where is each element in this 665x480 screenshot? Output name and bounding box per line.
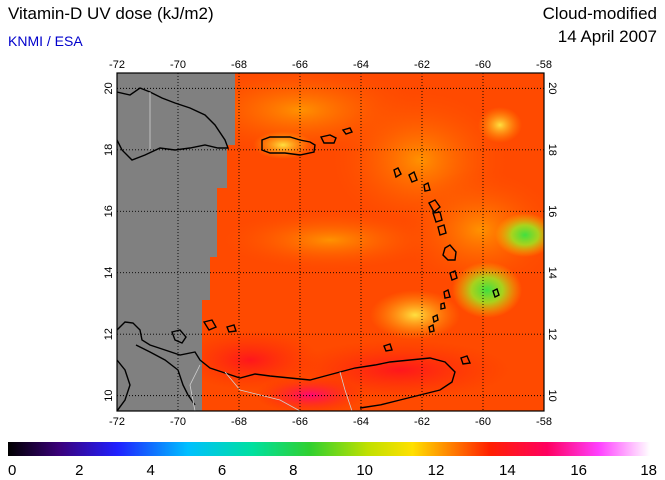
colorbar-tick-label: 10 — [356, 462, 373, 479]
lon-tick-label-top: -68 — [231, 59, 247, 71]
lon-tick-label-bottom: -60 — [475, 416, 491, 428]
map-title: Vitamin-D UV dose (kJ/m2) — [8, 4, 214, 23]
lat-tick-label-right: 14 — [546, 267, 558, 279]
colorbar-tick-label: 12 — [428, 462, 445, 479]
lat-tick-label-left: 14 — [103, 267, 115, 279]
lat-tick-label-left: 20 — [103, 82, 115, 94]
map-frame — [116, 72, 545, 412]
colorbar-tick-label: 16 — [570, 462, 587, 479]
no-data-region — [117, 73, 235, 411]
colorbar-tick-label: 8 — [289, 462, 297, 479]
lat-tick-label-right: 16 — [546, 205, 558, 217]
lon-tick-label-top: -58 — [536, 59, 552, 71]
colorbar-tick-label: 6 — [218, 462, 226, 479]
lat-tick-label-left: 10 — [103, 390, 115, 402]
lat-tick-label-left: 16 — [103, 205, 115, 217]
colorbar-tick-label: 0 — [8, 462, 16, 479]
lon-tick-label-bottom: -70 — [170, 416, 186, 428]
lat-tick-label-right: 18 — [546, 144, 558, 156]
lat-tick-label-left: 12 — [103, 328, 115, 340]
lon-tick-label-top: -62 — [414, 59, 430, 71]
colorbar-tick-label: 2 — [75, 462, 83, 479]
lat-tick-label-left: 18 — [103, 144, 115, 156]
lon-tick-label-bottom: -58 — [536, 416, 552, 428]
colorbar-tick-label: 18 — [640, 462, 657, 479]
lon-tick-label-top: -70 — [170, 59, 186, 71]
colorbar-tick-label: 14 — [499, 462, 516, 479]
lat-tick-label-right: 12 — [546, 328, 558, 340]
date-label: 14 April 2007 — [557, 27, 657, 46]
lat-tick-label-right: 10 — [546, 390, 558, 402]
lon-tick-label-bottom: -64 — [353, 416, 369, 428]
lon-tick-label-top: -72 — [109, 59, 125, 71]
lon-tick-label-bottom: -68 — [231, 416, 247, 428]
graticule — [117, 73, 544, 411]
lon-tick-label-bottom: -66 — [292, 416, 308, 428]
colorbar — [8, 442, 650, 456]
lon-tick-label-top: -64 — [353, 59, 369, 71]
lon-tick-label-bottom: -62 — [414, 416, 430, 428]
colorbar-tick-label: 4 — [146, 462, 154, 479]
lat-tick-label-right: 20 — [546, 82, 558, 94]
lon-tick-label-top: -60 — [475, 59, 491, 71]
credit-label: KNMI / ESA — [8, 33, 83, 49]
product-label: Cloud-modified — [542, 4, 657, 23]
lon-tick-label-bottom: -72 — [109, 416, 125, 428]
uv-dose-field — [117, 73, 544, 411]
lon-tick-label-top: -66 — [292, 59, 308, 71]
country-borders — [149, 92, 353, 411]
